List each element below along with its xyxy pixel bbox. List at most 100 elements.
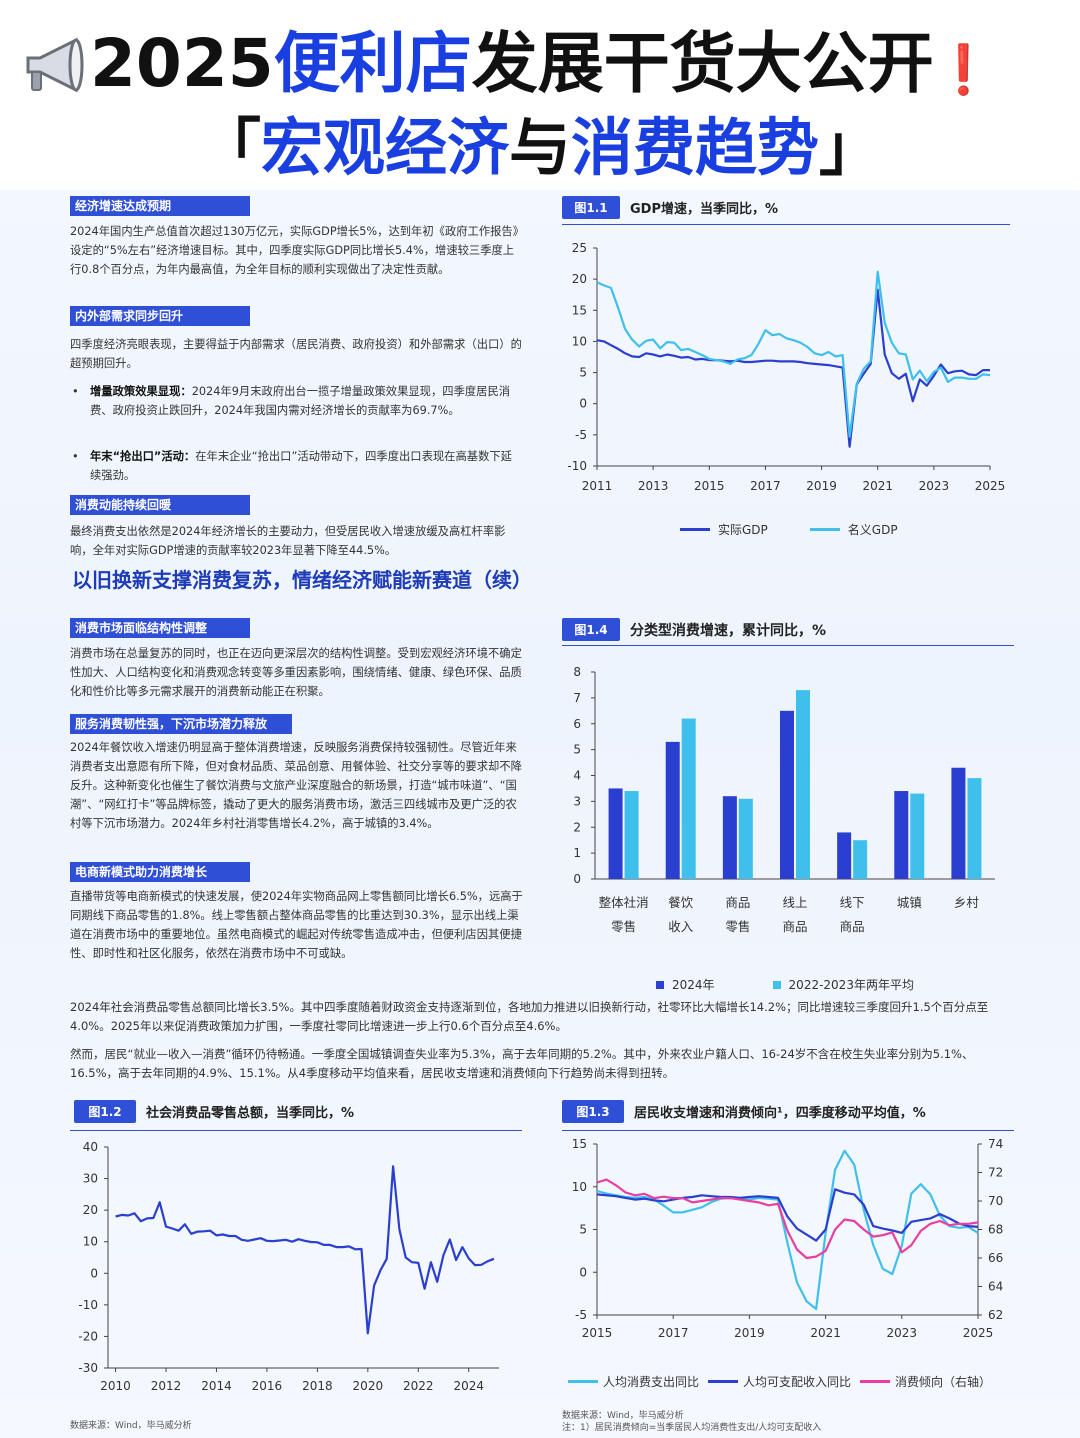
- figure-1-4-title: 分类型消费增速，累计同比，%: [630, 622, 827, 639]
- y-tick-right-label: 66: [988, 1251, 1003, 1265]
- y-tick-label: 30: [83, 1172, 98, 1186]
- x-tick-label: 2023: [887, 1326, 918, 1340]
- y-tick-label: 1: [573, 846, 581, 860]
- y-tick-label: 20: [83, 1203, 98, 1217]
- legend-swatch-spending: [568, 1380, 598, 1383]
- bar-2024-2: [665, 741, 680, 879]
- y-tick-label: -10: [78, 1298, 98, 1312]
- x-tick-label: 2016: [252, 1379, 283, 1393]
- figure-1-2-header: 图1.2 社会消费品零售总额，当季同比，%: [74, 1100, 354, 1123]
- x-tick-label: 2021: [862, 479, 893, 493]
- y-tick-label: -5: [575, 1308, 587, 1322]
- figure-1-2-badge: 图1.2: [74, 1100, 136, 1123]
- subtitle-mid: 与: [508, 111, 571, 184]
- series-line-1: [596, 1149, 979, 1311]
- x-tick-label: 2020: [353, 1379, 384, 1393]
- bar-2022-2023-2: [681, 718, 696, 879]
- exclamation-icon: ❗: [933, 42, 994, 98]
- x-tick-label: 2015: [694, 479, 725, 493]
- y-tick-label: 2: [573, 820, 581, 834]
- subtitle-open: 「: [198, 111, 261, 184]
- figure-1-3-legend: 人均消费支出同比 人均可支配收入同比 消费倾向（右轴）: [568, 1373, 991, 1390]
- paragraph-growth: 2024年国内生产总值首次超过130万亿元，实际GDP增长5%，达到年初《政府工…: [70, 225, 519, 276]
- paragraph-structure: 消费市场在总量复苏的同时，也正在迈向更深层次的结构性调整。受到宏观经济环境不确定…: [70, 647, 522, 698]
- subtitle-close: 」: [819, 111, 882, 184]
- y-tick-label: -10: [567, 459, 587, 473]
- category-label: 收入: [668, 919, 694, 934]
- paragraph-services: 2024年餐饮收入增速仍明显高于整体消费增速，反映服务消费保持较强韧性。尽管近年…: [70, 741, 522, 830]
- bullet-dot: •: [72, 385, 79, 398]
- bar-2024-3: [722, 796, 737, 879]
- y-tick-right-label: 70: [988, 1194, 1003, 1208]
- bar-2024-4: [780, 710, 794, 879]
- figure-1-4-header: 图1.4 分类型消费增速，累计同比，%: [562, 618, 826, 641]
- bar-2022-2023-5: [853, 840, 868, 879]
- category-label: 零售: [725, 919, 750, 934]
- y-tick-label: 10: [572, 1180, 587, 1194]
- category-label: 线下: [840, 895, 865, 910]
- legend-nominal-gdp: 名义GDP: [847, 523, 898, 537]
- y-tick-label: 20: [572, 272, 587, 286]
- y-tick-right-label: 72: [988, 1166, 1003, 1180]
- figure-1-1-badge: 图1.1: [562, 196, 620, 219]
- y-tick-label: 8: [573, 665, 581, 679]
- section-heading: 以旧换新支撑消费复苏，情绪经济赋能新赛道（续）: [72, 568, 532, 592]
- bullet-policy-bold: 增量政策效果显现：: [90, 385, 192, 398]
- subtitle: 「宏观经济与消费趋势」: [0, 108, 1080, 188]
- section-tag-demand: 内外部需求同步回升: [70, 306, 250, 326]
- paragraph-retail-sales: 2024年社会消费品零售总额同比增长3.5%。其中四季度随着财政资金支持逐渐到位…: [70, 1000, 989, 1033]
- source-note-left: 数据来源：Wind，毕马威分析: [70, 1421, 192, 1431]
- y-tick-label: 10: [83, 1235, 98, 1249]
- x-tick-label: 2019: [806, 479, 837, 493]
- category-label: 乡村: [954, 895, 980, 910]
- figure-1-2-rule: [70, 1130, 522, 1131]
- figure-1-2-title: 社会消费品零售总额，当季同比，%: [146, 1106, 355, 1121]
- x-tick-label: 2025: [975, 479, 1006, 493]
- bar-2024-7: [951, 767, 966, 879]
- megaphone-icon: [26, 37, 84, 93]
- x-tick-label: 2010: [100, 1379, 131, 1393]
- legend-swatch-2022-2023: [772, 980, 781, 989]
- paragraph-ecommerce: 直播带货等电商新模式的快速发展，使2024年实物商品网上零售额同比增长6.5%，…: [70, 890, 523, 960]
- legend-real-gdp: 实际GDP: [718, 523, 768, 537]
- footnote-right: 注：1）居民消费倾向=当季居民人均消费性支出/人均可支配收入: [562, 1423, 822, 1433]
- category-label: 零售: [611, 919, 636, 934]
- y-tick-label: 6: [573, 717, 581, 731]
- title-highlight: 便利店: [273, 25, 472, 102]
- section-tag-structure: 消费市场面临结构性调整: [70, 618, 250, 638]
- bar-2022-2023-6: [910, 793, 925, 879]
- y-tick-label: 0: [579, 397, 587, 411]
- bullet-export-text: 在年末企业“抢出口”活动带动下，四季度出口表现在高基数下延续强劲。: [90, 450, 512, 482]
- section-tag-growth: 经济增速达成预期: [70, 196, 250, 216]
- y-tick-label: 3: [573, 794, 581, 808]
- x-tick-label: 2021: [810, 1326, 841, 1340]
- x-tick-label: 2017: [750, 479, 781, 493]
- y-tick-label: 15: [572, 1137, 587, 1151]
- legend-swatch-income: [708, 1380, 739, 1383]
- y-tick-label: -30: [78, 1361, 98, 1375]
- title-rest: 发展干货大公开: [471, 25, 934, 102]
- figure-1-1-title: GDP增速，当季同比，%: [630, 202, 779, 217]
- category-label: 线上: [782, 895, 807, 910]
- income-consumption-chart: -5 0 5 10 15 62 64 66 68 70 72 74 2015 2017 2019 2021 20…: [572, 1137, 1004, 1340]
- bar-2022-2023-1: [624, 791, 639, 879]
- x-tick-label: 2012: [151, 1379, 182, 1393]
- bullet-export: • 年末“抢出口”活动：在年末企业“抢出口”活动带动下，四季度出口表现在高基数下…: [70, 447, 522, 485]
- series-line-1: [115, 1165, 495, 1335]
- y-tick-right-label: 64: [988, 1280, 1003, 1294]
- subtitle-part2: 消费趋势: [571, 111, 820, 184]
- x-tick-label: 2018: [302, 1379, 333, 1393]
- y-tick-label: 10: [572, 334, 587, 348]
- main-title: 2025便利店发展干货大公开❗: [0, 14, 1080, 114]
- legend-spending: 人均消费支出同比: [603, 1375, 700, 1389]
- x-tick-label: 2024: [453, 1379, 484, 1393]
- paragraph-demand: 四季度经济亮眼表现，主要得益于内部需求（居民消费、政府投资）和外部需求（出口）的…: [70, 338, 522, 370]
- bullet-export-bold: 年末“抢出口”活动：: [90, 450, 196, 463]
- y-tick-label: 0: [573, 872, 581, 886]
- figure-1-3-rule: [562, 1130, 1014, 1131]
- title-year: 2025: [90, 25, 274, 102]
- legend-2024: 2024年: [672, 978, 715, 992]
- y-tick-label: 5: [573, 743, 581, 757]
- legend-2022-2023: 2022-2023年两年平均: [788, 978, 914, 992]
